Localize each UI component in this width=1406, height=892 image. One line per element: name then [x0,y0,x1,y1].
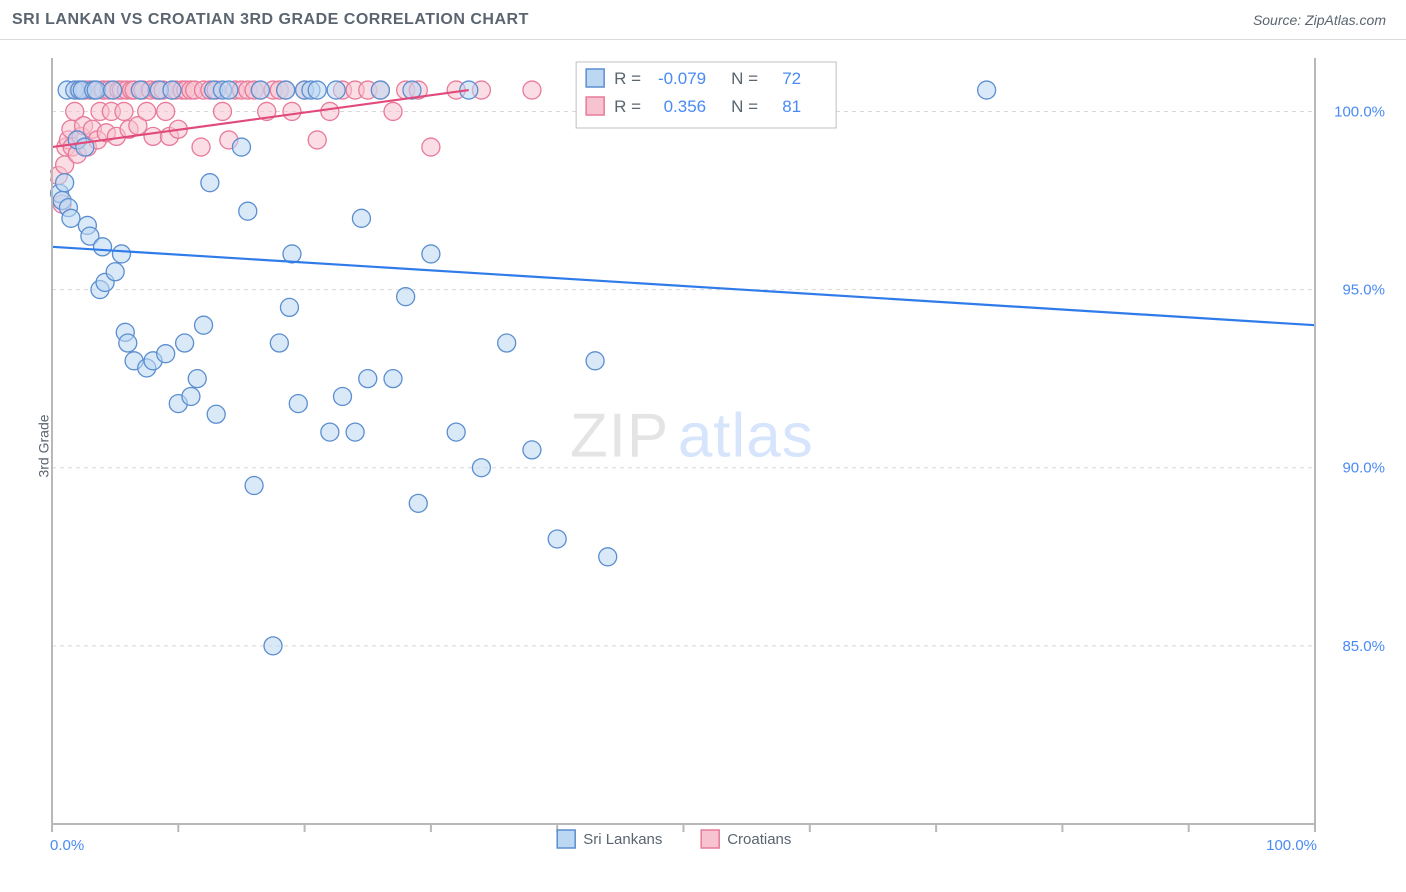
sri_lankans-point [62,209,80,227]
sri_lankans-point [308,81,326,99]
corr-r-value: -0.079 [658,69,706,88]
sri_lankans-point [220,81,238,99]
sri_lankans-point [112,245,130,263]
corr-n-value: 72 [782,69,801,88]
croatians-point [384,102,402,120]
legend-swatch [701,830,719,848]
plot-svg: 85.0% 90.0% 95.0% 100.0% 0.0% 100.0% ZIPatlas R… [50,40,1390,852]
sri_lankans-point [245,477,263,495]
croatians-point [308,131,326,149]
croatians-point [144,127,162,145]
y-tick-label: 95.0% [1342,282,1385,299]
y-tick-label: 100.0% [1334,103,1385,120]
sri_lankans-point [270,334,288,352]
sri_lankans-point [94,238,112,256]
sri_lankans-point [384,370,402,388]
sri_lankans-point [978,81,996,99]
chart-header: SRI LANKAN VS CROATIAN 3RD GRADE CORRELA… [0,0,1406,40]
sri_lankans-point [346,423,364,441]
croatians-point [192,138,210,156]
sri_lankans-trend-line [52,247,1315,325]
sri_lankans-point [239,202,257,220]
croatians-point [157,102,175,120]
x-tick-label: 100.0% [1266,837,1317,852]
sri_lankans-point [157,345,175,363]
corr-swatch [586,97,604,115]
sri_lankans-point [523,441,541,459]
sri_lankans-point [251,81,269,99]
corr-n-label: N = [731,97,758,116]
sri_lankans-point [333,387,351,405]
watermark: ZIP [570,401,669,470]
sri_lankans-point [119,334,137,352]
corr-r-value: 0.356 [664,97,707,116]
sri_lankans-point [599,548,617,566]
croatians-point [138,102,156,120]
corr-n-label: N = [731,69,758,88]
sri_lankans-point [397,288,415,306]
chart-title: SRI LANKAN VS CROATIAN 3RD GRADE CORRELA… [12,11,529,29]
corr-r-label: R = [614,97,641,116]
sri_lankans-point [195,316,213,334]
sri_lankans-point [586,352,604,370]
sri_lankans-point [106,263,124,281]
sri_lankans-point [352,209,370,227]
legend-label: Sri Lankans [583,831,662,848]
sri_lankans-point [447,423,465,441]
sri_lankans-point [87,81,105,99]
sri_lankans-point [131,81,149,99]
sri_lankans-point [371,81,389,99]
sri_lankans-point [289,395,307,413]
sri_lankans-point [280,298,298,316]
y-tick-label: 85.0% [1342,638,1385,655]
croatians-point [214,102,232,120]
sri_lankans-point [359,370,377,388]
sri_lankans-point [56,174,74,192]
croatians-point [115,102,133,120]
sri_lankans-point [277,81,295,99]
sri_lankans-point [472,459,490,477]
sri_lankans-point [548,530,566,548]
sri_lankans-point [321,423,339,441]
y-tick-label: 90.0% [1342,460,1385,477]
sri_lankans-point [104,81,122,99]
sri_lankans-point [498,334,516,352]
sri_lankans-point [188,370,206,388]
sri_lankans-point [176,334,194,352]
croatians-point [283,102,301,120]
legend-label: Croatians [727,831,791,848]
croatians-point [422,138,440,156]
sri_lankans-point [163,81,181,99]
legend-swatch [557,830,575,848]
sri_lankans-point [182,387,200,405]
corr-swatch [586,69,604,87]
sri_lankans-point [422,245,440,263]
croatians-point [523,81,541,99]
sri_lankans-point [232,138,250,156]
plot-area: 85.0% 90.0% 95.0% 100.0% 0.0% 100.0% ZIPatlas R… [50,40,1390,852]
corr-n-value: 81 [782,97,801,116]
corr-r-label: R = [614,69,641,88]
sri_lankans-point [201,174,219,192]
watermark: atlas [678,401,814,470]
chart-source: Source: ZipAtlas.com [1253,12,1386,28]
sri_lankans-point [327,81,345,99]
x-tick-label: 0.0% [50,837,84,852]
sri_lankans-point [264,637,282,655]
sri_lankans-point [207,405,225,423]
croatians-point [321,102,339,120]
sri_lankans-point [409,494,427,512]
